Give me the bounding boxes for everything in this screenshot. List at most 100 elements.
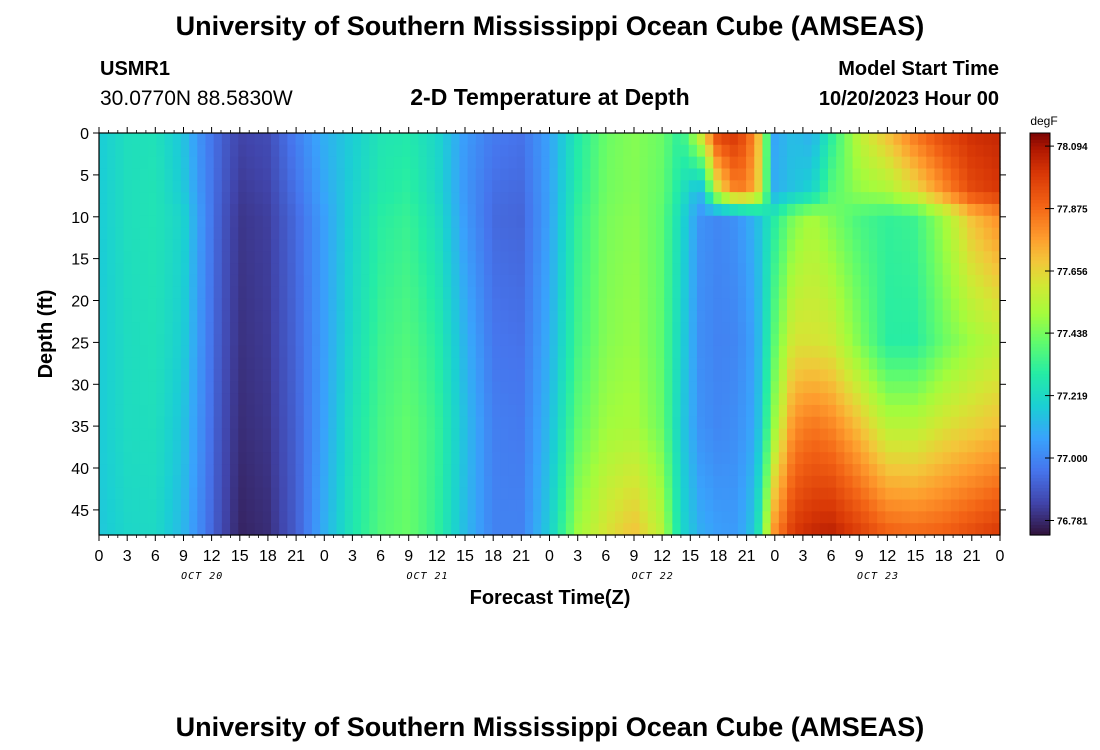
heatmap-cell [361,440,370,453]
heatmap-cell [844,523,854,536]
heatmap-cell [426,133,436,146]
heatmap-cell [737,192,747,205]
heatmap-cell [893,499,903,512]
heatmap-cell [737,440,747,453]
heatmap-cell [369,404,379,418]
heatmap-cell [303,192,313,205]
colorbar-segment [1030,447,1050,452]
heatmap-cell [271,369,280,382]
heatmap-cell [287,310,297,323]
heatmap-cell [205,133,215,146]
heatmap-cell [221,286,231,300]
colorbar-segment [1030,133,1050,137]
heatmap-cell [672,416,682,430]
heatmap-cell [221,475,231,489]
heatmap-cell [328,511,338,524]
heatmap-cell [123,227,133,241]
heatmap-cell [426,298,436,311]
heatmap-cell [541,523,551,536]
heatmap-cell [352,286,362,300]
heatmap-cell [139,239,149,252]
heatmap-cell [483,523,493,536]
colorbar-segment [1030,524,1050,529]
heatmap-cell [271,381,280,394]
heatmap-cell [868,298,878,311]
heatmap-cell [148,428,157,442]
heatmap-cell [934,499,944,512]
heatmap-cell [459,133,469,146]
heatmap-cell [565,369,575,382]
heatmap-cell [565,404,575,418]
heatmap-cell [844,144,854,158]
heatmap-cell [795,381,805,394]
heatmap-cell [688,475,698,489]
heatmap-cell [197,310,207,323]
heatmap-cell [197,381,207,394]
heatmap-cell [230,215,239,229]
heatmap-cell [598,475,608,489]
heatmap-cell [246,428,256,442]
heatmap-cell [549,369,559,382]
heatmap-cell [426,203,436,217]
heatmap-cell [787,133,796,146]
heatmap-cell [246,440,256,453]
heatmap-cell [967,251,977,264]
heatmap-cell [451,168,460,181]
heatmap-cell [344,334,354,347]
heatmap-cell [803,381,813,394]
heatmap-cell [418,286,428,300]
heatmap-cell [189,499,198,512]
x-tick-label: 15 [231,548,249,565]
heatmap-cell [221,310,231,323]
heatmap-cell [934,274,944,288]
heatmap-cell [754,440,764,453]
heatmap-cell [582,381,592,394]
heatmap-cell [434,144,444,158]
heatmap-cell [868,523,878,536]
heatmap-cell [926,274,936,288]
heatmap-cell [885,369,895,382]
colorbar-segment [1030,437,1050,442]
heatmap-cell [705,357,714,371]
heatmap-cell [770,416,780,430]
heatmap-cell [795,440,805,453]
heatmap-cell [967,440,977,453]
heatmap-cell [926,440,936,453]
heatmap-cell [361,286,370,300]
heatmap-cell [582,393,592,406]
heatmap-cell [901,345,911,359]
heatmap-cell [688,168,698,181]
heatmap-cell [672,168,682,181]
heatmap-cell [148,440,157,453]
heatmap-cell [99,369,108,382]
heatmap-cell [377,511,387,524]
heatmap-cell [967,511,977,524]
colorbar-segment [1030,216,1050,221]
colorbar-segment [1030,179,1050,184]
heatmap-cell [393,464,403,477]
heatmap-cell [737,168,747,181]
heatmap-cell [483,322,493,335]
heatmap-cell [393,381,403,394]
heatmap-cell [320,487,329,501]
heatmap-cell [705,263,714,276]
heatmap-cell [172,475,182,489]
heatmap-cell [180,310,190,323]
heatmap-cell [172,180,182,193]
heatmap-cell [639,487,649,501]
heatmap-cell [893,274,903,288]
heatmap-cell [393,393,403,406]
heatmap-cell [459,440,469,453]
heatmap-cell [688,192,698,205]
heatmap-cell [762,192,772,205]
heatmap-cell [639,180,649,193]
heatmap-cell [787,393,796,406]
heatmap-cell [254,215,264,229]
heatmap-cell [877,227,886,241]
heatmap-cell [271,464,280,477]
heatmap-cell [606,274,616,288]
heatmap-cell [664,475,673,489]
x-tick-label: 12 [428,548,446,565]
heatmap-cell [221,334,231,347]
heatmap-cell [680,440,690,453]
